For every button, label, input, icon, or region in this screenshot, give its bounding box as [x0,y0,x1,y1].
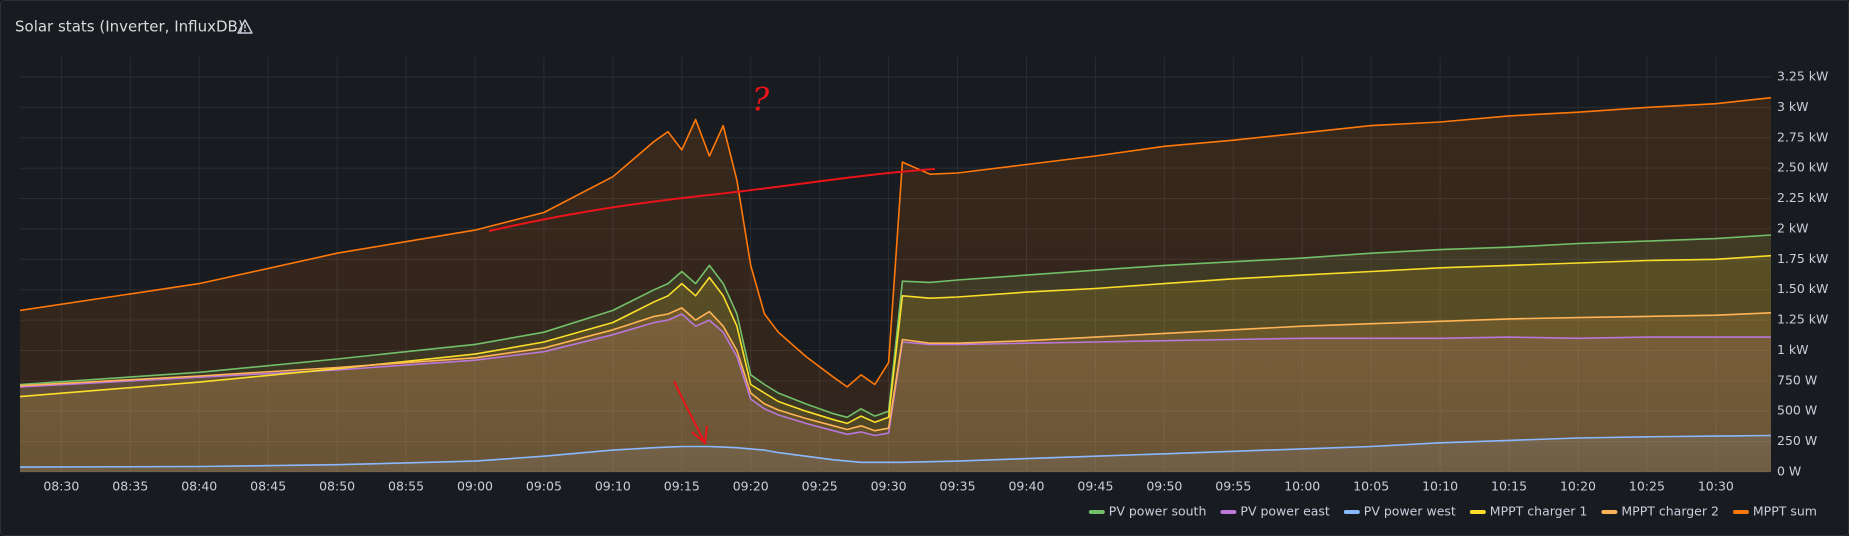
y-tick-label: 1.50 kW [1777,281,1828,296]
legend-label: MPPT sum [1753,504,1817,519]
series-line [19,234,1772,419]
x-tick-label: 08:40 [181,479,217,494]
y-tick-label: 2.75 kW [1777,129,1828,144]
x-tick-label: 09:30 [871,479,907,494]
series-line [19,307,1772,432]
y-tick-label: 3.25 kW [1777,69,1828,84]
y-tick-label: 2 kW [1777,220,1809,235]
legend-item[interactable]: PV power east [1220,504,1330,519]
legend-label: PV power west [1364,504,1456,519]
series-line [19,96,1772,388]
hand-drawn-question: ? [752,81,770,119]
panel-title: Solar stats (Inverter, InfluxDB) [15,18,244,36]
y-tick-label: 3 kW [1777,99,1809,114]
y-tick-label: 2.25 kW [1777,190,1828,205]
legend-item[interactable]: MPPT sum [1732,504,1817,519]
hand-drawn-arrow [673,380,708,445]
x-tick-label: 09:15 [664,479,700,494]
warning-icon[interactable] [237,19,253,34]
y-tick-label: 1.25 kW [1777,312,1828,327]
y-tick-label: 750 W [1777,372,1817,387]
x-tick-label: 09:00 [457,479,493,494]
x-tick-label: 08:30 [43,479,79,494]
warning-triangle [237,19,253,34]
axes: 0 W 250 W 500 W 750 W 1 kW 1.25 kW 1.50 kW 1.75… [43,69,1828,494]
x-tick-label: 10:20 [1560,479,1596,494]
y-tick-label: 1 kW [1777,342,1809,357]
y-tick-label: 250 W [1777,433,1817,448]
legend: PV power south PV power east PV power west… [1088,504,1817,519]
legend-item[interactable]: PV power south [1088,504,1207,519]
x-tick-label: 08:50 [319,479,355,494]
legend-item[interactable]: MPPT charger 2 [1601,504,1719,519]
x-tick-label: 10:00 [1284,479,1320,494]
legend-item[interactable]: MPPT charger 1 [1469,504,1588,519]
y-tick-label: 500 W [1777,403,1817,418]
x-tick-label: 10:05 [1353,479,1389,494]
series-line [19,254,1772,425]
x-tick-label: 09:20 [733,479,769,494]
x-tick-label: 09:45 [1077,479,1113,494]
x-tick-label: 09:05 [526,479,562,494]
series-line [19,313,1771,437]
x-tick-label: 09:25 [802,479,838,494]
legend-label: MPPT charger 2 [1621,504,1719,519]
legend-item[interactable]: PV power west [1343,504,1456,519]
y-tick-label: 2.50 kW [1777,160,1828,175]
x-tick-label: 10:10 [1422,479,1458,494]
x-tick-label: 10:15 [1491,479,1527,494]
x-tick-label: 10:30 [1698,479,1734,494]
x-tick-label: 09:55 [1215,479,1251,494]
legend-label: PV power south [1109,504,1207,519]
hand-drawn-line [488,168,936,232]
x-tick-label: 08:55 [388,479,424,494]
x-tick-label: 09:10 [595,479,631,494]
x-tick-label: 09:40 [1008,479,1044,494]
y-tick-label: 0 W [1777,464,1801,479]
y-tick-label: 1.75 kW [1777,251,1828,266]
x-tick-label: 09:35 [940,479,976,494]
legend-label: PV power east [1240,504,1330,519]
x-tick-label: 09:50 [1146,479,1182,494]
x-tick-label: 08:35 [112,479,148,494]
x-tick-label: 10:25 [1629,479,1665,494]
area-fill [20,97,1771,472]
x-tick-label: 08:45 [250,479,286,494]
lines [19,96,1772,468]
legend-label: MPPT charger 1 [1490,504,1588,519]
warning-dot [244,29,246,32]
series-line [19,434,1772,468]
hand-annotations: ? [488,81,936,445]
